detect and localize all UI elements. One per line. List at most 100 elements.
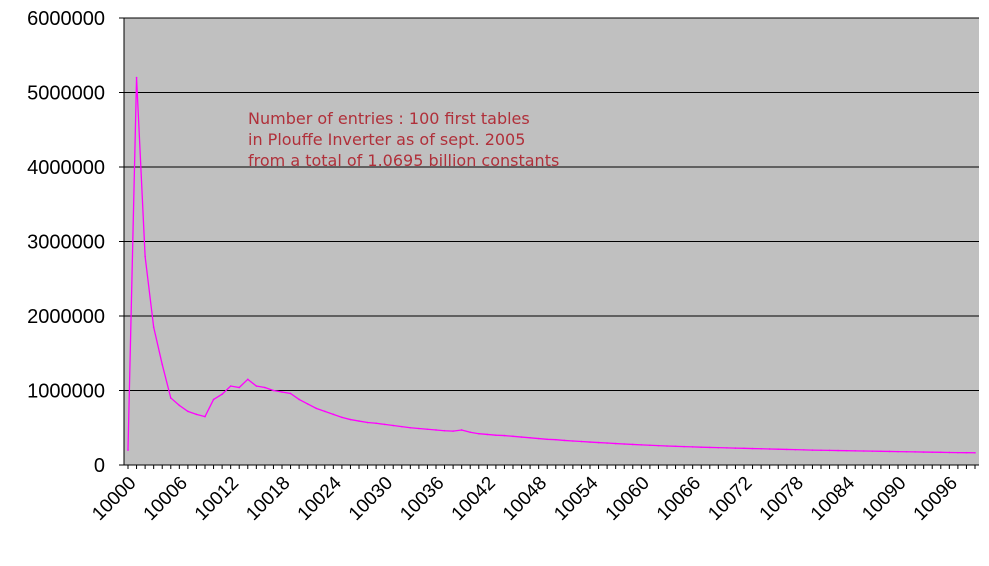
y-tick-label: 6000000	[27, 8, 105, 30]
data-point	[554, 438, 557, 441]
data-point	[546, 438, 549, 441]
data-point	[691, 446, 694, 448]
x-tick-label: 10006	[140, 473, 192, 525]
x-tick-label: 10012	[191, 473, 243, 525]
x-tick-label: 10000	[88, 473, 140, 525]
y-axis-ticks: 0 1000000 2000000 3000000 4000000 5000000 6000…	[27, 8, 124, 477]
x-tick-label: 10036	[396, 473, 448, 525]
data-point	[323, 410, 326, 413]
data-point	[580, 440, 583, 443]
data-point	[418, 427, 420, 430]
x-tick-label: 10078	[756, 473, 808, 525]
y-tick-label: 2000000	[27, 306, 105, 328]
x-tick-label: 10048	[499, 473, 551, 525]
data-point	[820, 449, 822, 452]
x-tick-label: 10018	[242, 473, 294, 525]
data-point	[400, 425, 403, 428]
data-point	[452, 430, 454, 432]
data-point	[204, 415, 206, 418]
data-point	[683, 445, 685, 448]
data-point	[606, 442, 608, 444]
data-point	[298, 398, 300, 401]
data-point	[614, 442, 617, 445]
data-point	[537, 437, 540, 440]
x-tick-label: 10042	[448, 473, 500, 525]
data-point	[965, 451, 968, 454]
data-point	[708, 446, 711, 449]
data-point	[246, 378, 249, 381]
data-point	[726, 447, 728, 449]
data-point	[264, 386, 266, 389]
data-point	[871, 450, 874, 452]
y-tick-label: 4000000	[27, 157, 105, 179]
y-tick-label: 1000000	[27, 381, 105, 403]
data-point	[503, 434, 506, 437]
data-point	[187, 410, 189, 413]
data-point	[375, 422, 377, 425]
data-point	[178, 404, 181, 407]
series-layer	[127, 76, 976, 454]
data-point	[469, 431, 472, 434]
x-axis-ticks: 10000 10006 10012 10018 10024 10030 10036 10042…	[88, 465, 976, 525]
data-point	[221, 393, 223, 396]
data-point	[828, 449, 831, 452]
data-point	[135, 76, 138, 79]
data-point	[785, 448, 788, 451]
data-point	[495, 434, 497, 437]
data-point	[306, 403, 309, 405]
y-tick-label: 0	[94, 455, 105, 477]
data-point	[854, 450, 857, 452]
data-point	[939, 451, 942, 454]
x-tick-label: 10096	[910, 473, 962, 525]
data-point	[358, 420, 360, 422]
data-point	[512, 435, 514, 438]
x-tick-label: 10060	[602, 473, 654, 525]
data-point	[289, 392, 292, 395]
y-tick-label: 5000000	[27, 83, 105, 105]
data-point	[212, 398, 215, 401]
data-point	[760, 447, 762, 450]
data-point	[161, 363, 164, 366]
data-point	[674, 445, 677, 448]
data-point	[777, 448, 780, 451]
data-point	[426, 428, 429, 431]
data-point	[649, 444, 651, 447]
data-point	[931, 451, 934, 453]
data-point	[803, 449, 805, 451]
data-point	[837, 449, 839, 452]
data-point	[460, 429, 463, 431]
data-point	[152, 326, 155, 328]
data-point	[169, 397, 172, 399]
data-point	[751, 447, 754, 450]
data-point	[563, 439, 566, 442]
y-tick-label: 3000000	[27, 232, 105, 254]
data-point	[127, 449, 129, 451]
data-point	[914, 451, 916, 453]
data-point	[281, 391, 283, 393]
data-point	[477, 432, 480, 435]
data-point	[383, 423, 386, 426]
data-point	[520, 436, 523, 438]
data-point	[862, 450, 865, 452]
data-point	[272, 389, 275, 392]
data-point	[794, 448, 797, 451]
data-point	[392, 424, 395, 427]
data-point	[897, 450, 899, 453]
x-tick-label: 10030	[345, 473, 397, 525]
data-point	[888, 450, 891, 453]
data-point	[700, 446, 703, 448]
data-point	[666, 445, 668, 447]
annotation-line-3: from a total of 1.0695 billion constants	[248, 151, 559, 170]
chart-annotation: Number of entries : 100 first tables in …	[248, 109, 559, 170]
x-tick-label: 10066	[653, 473, 705, 525]
annotation-line-2: in Plouffe Inverter as of sept. 2005	[248, 130, 525, 149]
data-point	[640, 444, 643, 446]
data-point	[957, 451, 959, 454]
data-point	[631, 443, 634, 446]
series-line	[127, 77, 976, 454]
data-point	[238, 386, 241, 389]
data-point	[315, 407, 318, 410]
data-point	[332, 413, 335, 416]
data-point	[734, 447, 737, 449]
